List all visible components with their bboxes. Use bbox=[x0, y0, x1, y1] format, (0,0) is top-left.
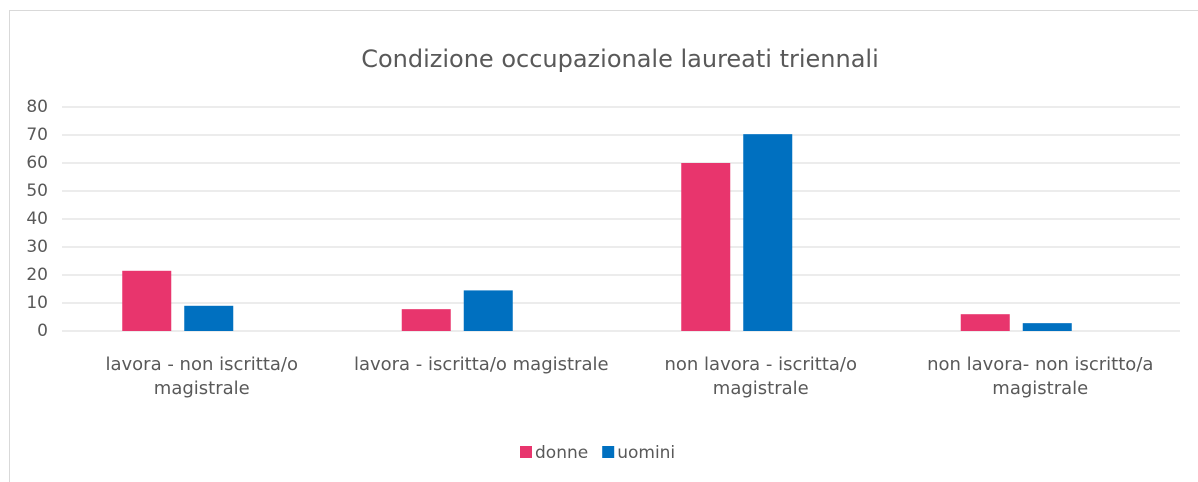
bar bbox=[401, 309, 451, 331]
legend-swatch bbox=[520, 446, 532, 458]
x-tick-label: lavora - non iscritta/o magistrale bbox=[105, 354, 298, 399]
y-tick-label: 50 bbox=[26, 181, 48, 201]
y-tick-label: 0 bbox=[37, 321, 48, 341]
x-tick-label: lavora - iscritta/o magistrale bbox=[353, 354, 609, 375]
y-tick-label: 40 bbox=[26, 209, 48, 229]
y-tick-label: 30 bbox=[26, 237, 48, 257]
legend-label: uomini bbox=[617, 443, 675, 463]
bar bbox=[960, 314, 1010, 331]
bar bbox=[463, 290, 513, 331]
legend-swatch bbox=[602, 446, 615, 458]
bar bbox=[1022, 323, 1072, 331]
bar bbox=[743, 134, 793, 331]
y-tick-label: 20 bbox=[26, 265, 48, 285]
x-tick-label: non lavora - iscritta/o magistrale bbox=[664, 354, 857, 399]
legend-label: donne bbox=[535, 443, 588, 463]
chart-border bbox=[9, 10, 1198, 482]
bar bbox=[122, 270, 172, 331]
chart-title: Condizione occupazionale laureati trienn… bbox=[361, 45, 879, 73]
bar bbox=[681, 163, 731, 331]
y-tick-label: 10 bbox=[26, 293, 48, 313]
y-tick-label: 80 bbox=[26, 97, 48, 117]
y-tick-label: 60 bbox=[26, 153, 48, 173]
x-tick-label: non lavora- non iscritto/a magistrale bbox=[927, 354, 1154, 399]
bar bbox=[184, 305, 234, 331]
y-tick-label: 70 bbox=[26, 125, 48, 145]
